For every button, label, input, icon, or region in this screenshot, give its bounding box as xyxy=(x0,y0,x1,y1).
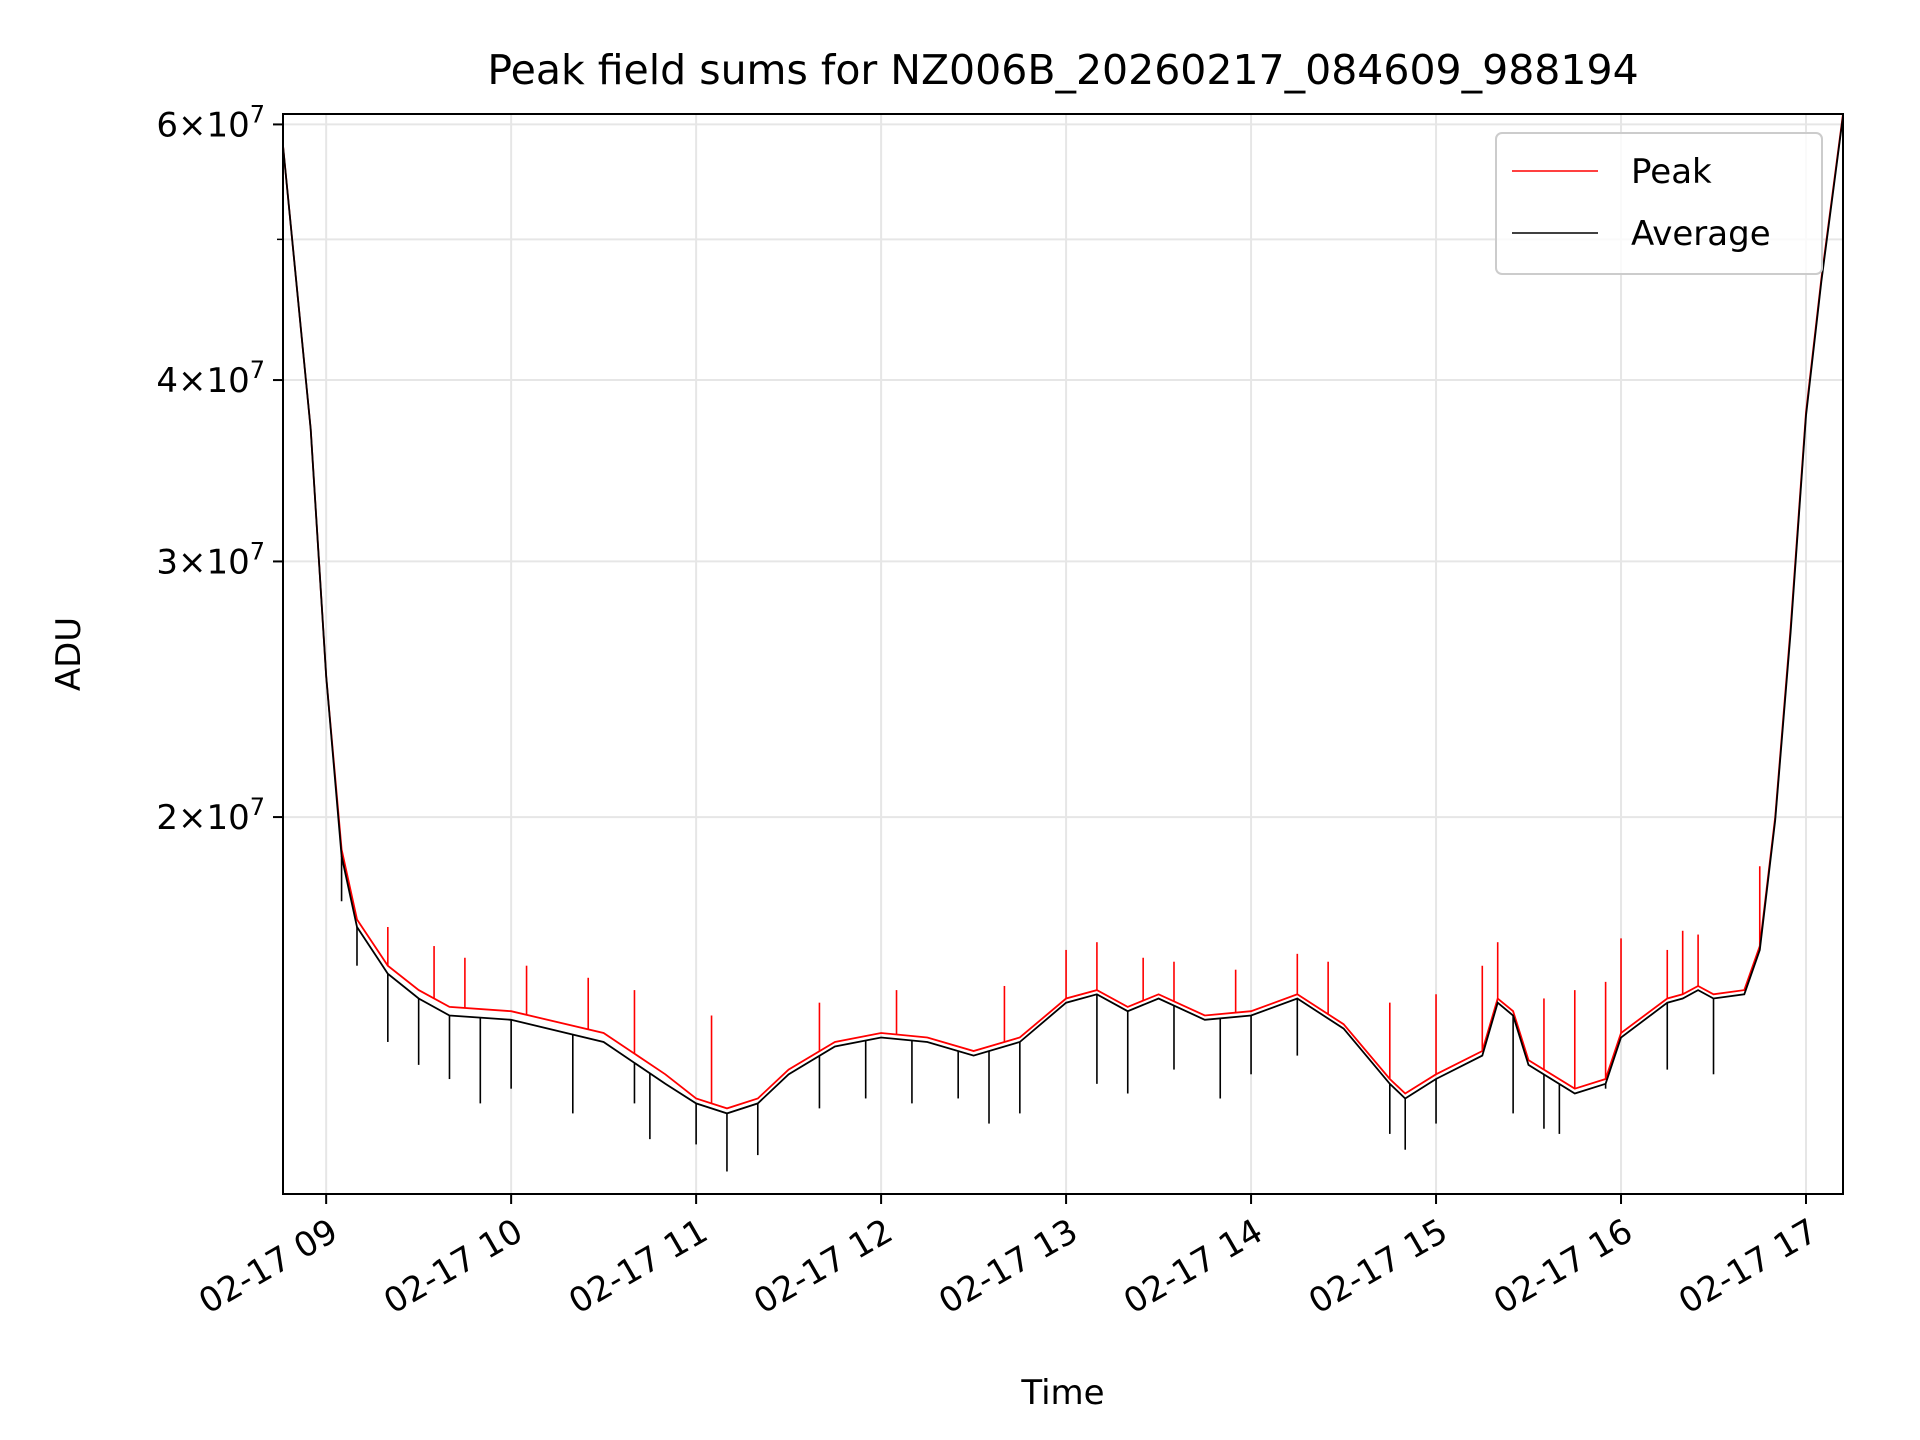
y-tick-label: 2×107 xyxy=(156,793,265,838)
plot-area xyxy=(283,114,1843,1172)
chart-title: Peak field sums for NZ006B_20260217_0846… xyxy=(487,46,1638,94)
legend-average-label: Average xyxy=(1631,214,1771,254)
series-line-peak xyxy=(283,114,1843,1110)
series-average xyxy=(283,115,1843,1172)
y-tick-label: 6×107 xyxy=(156,100,265,145)
y-axis-label: ADU xyxy=(49,617,89,691)
legend-peak-label: Peak xyxy=(1631,152,1712,192)
series-peak xyxy=(283,114,1843,1110)
y-tick-label: 4×107 xyxy=(156,356,265,401)
legend-box xyxy=(1495,132,1823,275)
axes-frame xyxy=(282,113,1844,1195)
x-axis-label: Time xyxy=(1020,1373,1104,1413)
y-tick-label: 3×107 xyxy=(156,537,265,582)
legend: Peak Average xyxy=(1495,132,1823,275)
series-line-average xyxy=(283,115,1843,1115)
grid xyxy=(283,114,1843,1194)
